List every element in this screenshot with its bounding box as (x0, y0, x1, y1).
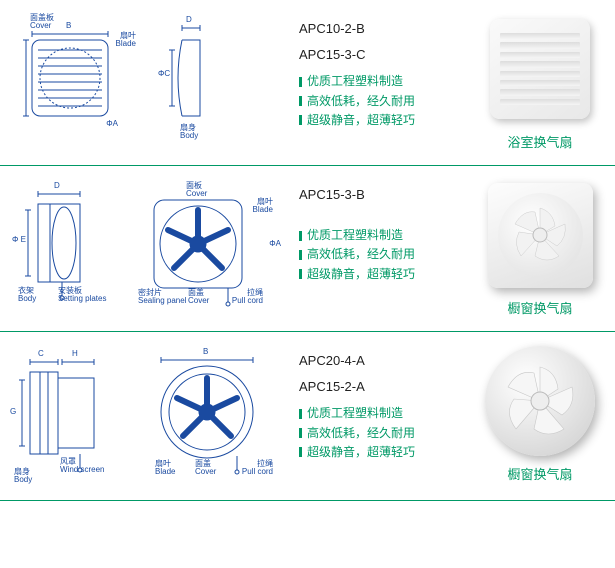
diagram-front: 面板 Cover 扇叶 Blade 密封片 Sealing panel 面盖 C… (132, 180, 277, 315)
label-body-en: Body (14, 476, 32, 484)
dim-phi-a: ΦA (269, 240, 281, 248)
label-cover-en: Cover (186, 190, 207, 198)
product-photo-column: 橱窗换气扇 (475, 180, 605, 317)
feature-item: 优质工程塑料制造 (299, 72, 475, 91)
label-body-en: Body (18, 295, 36, 303)
feature-item: 超级静音，超薄轻巧 (299, 265, 475, 284)
label-seal-en: Sealing panel (138, 297, 186, 305)
diagram-front: 面盖板 Cover 扇叶 Blade B ΦA (10, 14, 130, 144)
feature-item: 高效低耗，经久耐用 (299, 92, 475, 111)
label-blade-en: Blade (155, 468, 175, 476)
dim-h: H (72, 350, 78, 358)
diagram-side: D ΦC 扇身 Body (142, 14, 232, 144)
diagram-group: D Φ E 衣架 Body 安装板 Setting plates 面板 Cove… (10, 180, 295, 315)
diagram-side: D Φ E 衣架 Body 安装板 Setting plates (10, 180, 120, 315)
product-row: C H G 风罩 Wind screen 扇身 Body B 扇叶 Blad (0, 332, 615, 501)
product-photo (480, 180, 600, 290)
product-photo-column: 橱窗换气扇 (475, 346, 605, 483)
feature-item: 高效低耗，经久耐用 (299, 424, 475, 443)
diagram-side: C H G 风罩 Wind screen 扇身 Body (10, 346, 125, 486)
fan-blades-icon (496, 357, 584, 445)
product-name: 浴室换气扇 (507, 132, 572, 151)
product-row: D Φ E 衣架 Body 安装板 Setting plates 面板 Cove… (0, 166, 615, 332)
dim-c: C (38, 350, 44, 358)
dim-phi-c: ΦC (158, 70, 170, 78)
label-cover-en: Cover (195, 468, 216, 476)
dim-b: B (66, 22, 71, 30)
model-number: APC15-2-A (299, 378, 475, 396)
product-info: APC20-4-A APC15-2-A 优质工程塑料制造 高效低耗，经久耐用 超… (295, 346, 475, 462)
dim-b: B (203, 348, 208, 356)
product-photo (480, 14, 600, 124)
model-number: APC15-3-B (299, 186, 475, 204)
label-blade-en: Blade (116, 40, 136, 48)
label-cord-en: Pull cord (232, 297, 263, 305)
label-cord-en: Pull cord (242, 468, 273, 476)
feature-item: 优质工程塑料制造 (299, 226, 475, 245)
product-info: APC10-2-B APC15-3-C 优质工程塑料制造 高效低耗，经久耐用 超… (295, 14, 475, 130)
round-fan-icon (485, 346, 595, 456)
feature-item: 超级静音，超薄轻巧 (299, 443, 475, 462)
feature-item: 超级静音，超薄轻巧 (299, 111, 475, 130)
product-photo (480, 346, 600, 456)
label-cover2-en: Cover (188, 297, 209, 305)
dim-phi-e: Φ E (12, 236, 26, 244)
diagram-front: B 扇叶 Blade 面盖 Cover 拉绳 Pull cord (137, 346, 277, 486)
feature-item: 优质工程塑料制造 (299, 404, 475, 423)
dim-d: D (54, 182, 60, 190)
feature-item: 高效低耗，经久耐用 (299, 245, 475, 264)
label-screen-en: Wind screen (60, 466, 104, 474)
model-number: APC15-3-C (299, 46, 475, 64)
label-plate-en: Setting plates (58, 295, 106, 303)
label-blade-en: Blade (253, 206, 273, 214)
model-number: APC20-4-A (299, 352, 475, 370)
dim-g: G (10, 408, 16, 416)
louver-fan-icon (490, 19, 590, 119)
square-fan-icon (488, 183, 593, 288)
product-photo-column: 浴室换气扇 (475, 14, 605, 151)
product-name: 橱窗换气扇 (507, 464, 572, 483)
product-row: 面盖板 Cover 扇叶 Blade B ΦA D ΦC 扇身 Body APC… (0, 0, 615, 166)
label-body-en: Body (180, 132, 198, 140)
diagram-group: 面盖板 Cover 扇叶 Blade B ΦA D ΦC 扇身 Body (10, 14, 295, 144)
diagram-group: C H G 风罩 Wind screen 扇身 Body B 扇叶 Blad (10, 346, 295, 486)
fan-blades-icon (505, 200, 575, 270)
model-number: APC10-2-B (299, 20, 475, 38)
dim-phi-a: ΦA (106, 120, 118, 128)
label-cover-en: Cover (30, 22, 51, 30)
product-info: APC15-3-B 优质工程塑料制造 高效低耗，经久耐用 超级静音，超薄轻巧 (295, 180, 475, 284)
product-name: 橱窗换气扇 (507, 298, 572, 317)
dim-d: D (186, 16, 192, 24)
